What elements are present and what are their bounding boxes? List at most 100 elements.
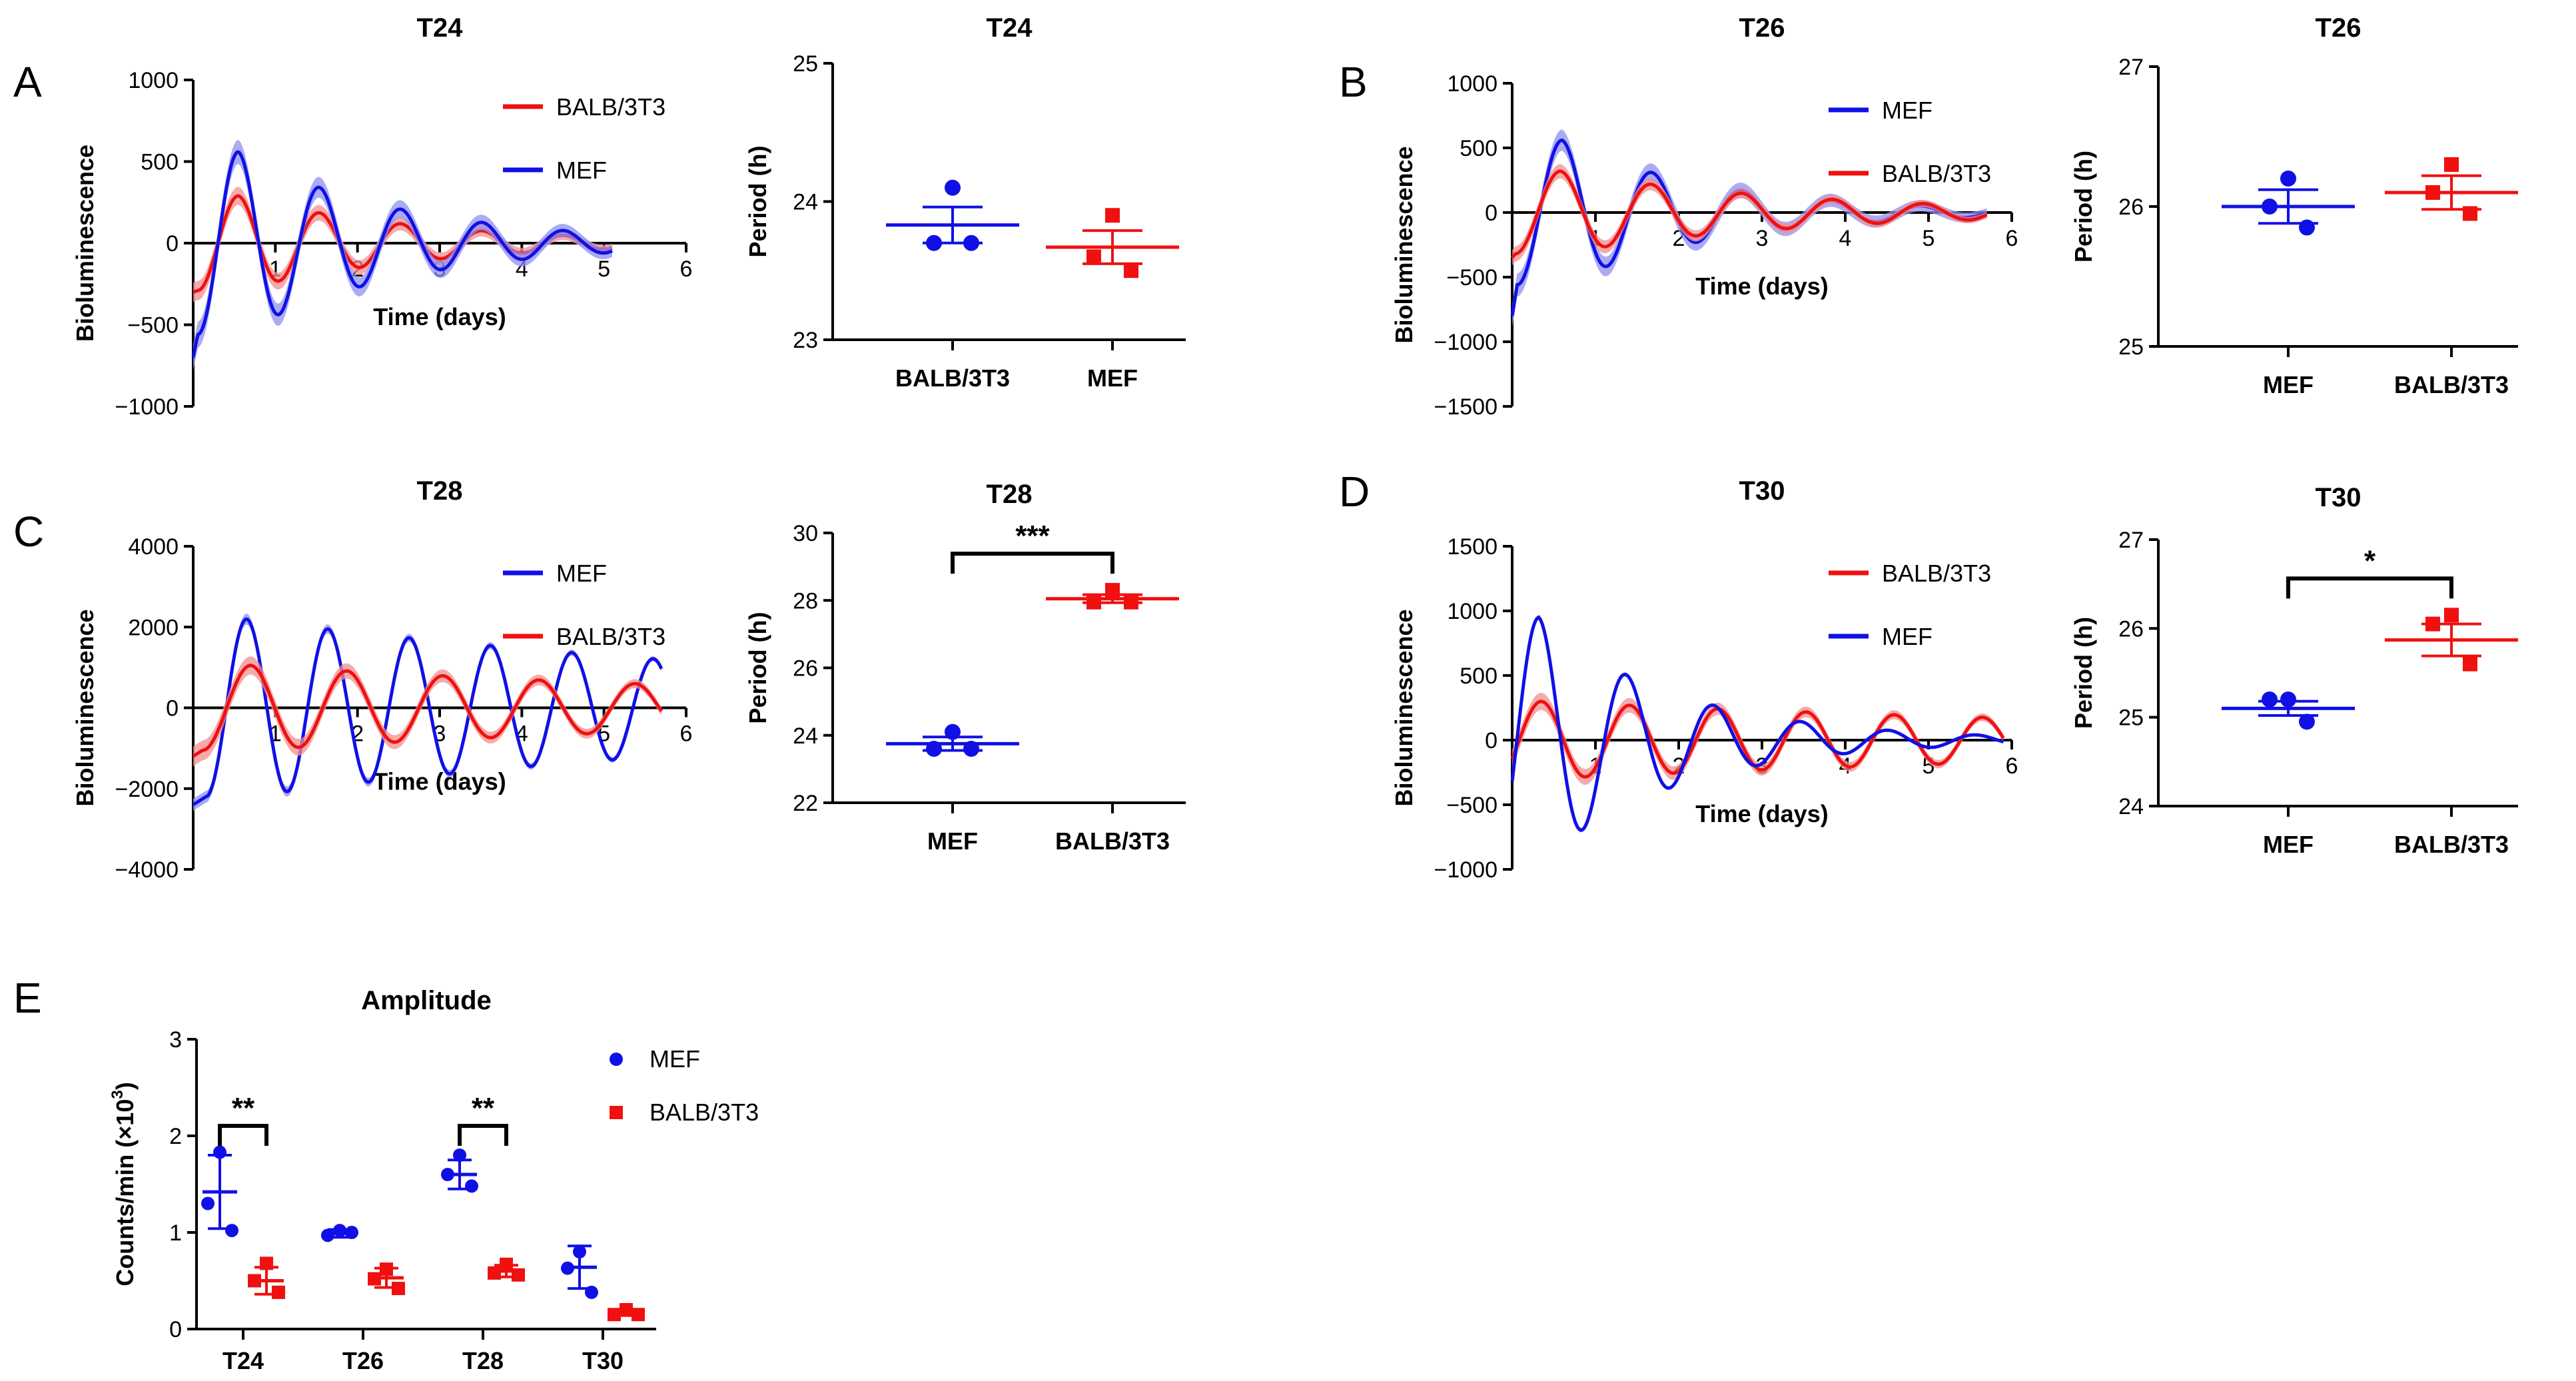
y-axis-title: Period (h) [744, 146, 771, 258]
chart-B-traces: T26−1500−1000−50005001000123456Time (day… [1390, 13, 2018, 420]
y-tick-label: 2000 [128, 615, 179, 640]
data-point [392, 1282, 405, 1296]
data-point [2463, 656, 2477, 672]
chart-A-traces: T24−1000−50005001000123456Time (days)Bio… [71, 13, 692, 420]
y-axis-title: Bioluminescence [1390, 146, 1418, 343]
y-tick-label: 26 [2118, 616, 2144, 642]
data-point [1124, 594, 1138, 610]
data-point [2299, 713, 2315, 730]
legend-label-0: BALB/3T3 [556, 93, 665, 121]
data-point [488, 1266, 501, 1280]
chart-title: T30 [1739, 476, 1785, 506]
x-tick-label: 6 [680, 721, 693, 747]
legend-label-1: BALB/3T3 [649, 1099, 759, 1126]
significance-bracket [458, 1124, 508, 1146]
y-tick-label: 23 [793, 328, 818, 353]
data-point [2444, 608, 2459, 623]
charts-layer: T24−1000−50005001000123456Time (days)Bio… [71, 13, 2518, 1374]
y-tick-label: 24 [2118, 794, 2144, 819]
data-point [2299, 219, 2315, 236]
y-axis-title: Bioluminescence [71, 609, 99, 806]
series-band-0 [1512, 129, 1987, 328]
x-axis-title: Time (days) [373, 303, 506, 330]
chart-title: T26 [1739, 13, 1785, 43]
x-tick-label: 5 [598, 256, 610, 282]
chart-A-period: T24 23 24 25 Period (h) BALB/3T3 MEF [744, 13, 1186, 392]
panel-label-a: A [13, 58, 42, 106]
data-point [260, 1256, 273, 1270]
chart-title: T30 [2316, 483, 2361, 512]
x-tick-label: BALB/3T3 [2394, 371, 2509, 398]
x-tick-label: T28 [462, 1347, 504, 1374]
y-tick-label: 25 [2118, 334, 2144, 360]
significance-bracket [218, 1124, 268, 1146]
y-tick-label: 30 [793, 521, 818, 546]
y-axis-title-end: ) [111, 1082, 139, 1090]
data-point [2262, 199, 2278, 215]
data-point [368, 1272, 381, 1286]
y-axis-title: Bioluminescence [1390, 609, 1418, 806]
chart-D-period: T30 24 25 26 27 Period (h) MEF BALB/3T3 * [2070, 483, 2518, 858]
data-point [585, 1285, 598, 1299]
significance-label: ** [232, 1092, 255, 1125]
y-tick-label: −1000 [115, 394, 179, 420]
y-axis-title-main: Counts/min (×10 [111, 1099, 139, 1286]
y-tick-label: −1500 [1434, 394, 1498, 420]
data-point [441, 1168, 454, 1181]
x-tick-label: T26 [342, 1347, 384, 1374]
data-point [225, 1224, 238, 1238]
chart-title: T28 [417, 476, 463, 506]
x-tick-label: 6 [2006, 226, 2018, 251]
x-tick-label: BALB/3T3 [1055, 827, 1170, 855]
y-tick-label: 3 [169, 1027, 182, 1053]
data-point [201, 1196, 215, 1210]
data-point [945, 179, 961, 196]
series-line-1 [191, 150, 614, 358]
series-band-1 [1512, 164, 1987, 266]
x-tick-label: 3 [1756, 226, 1769, 251]
chart-title: T24 [417, 13, 464, 43]
legend-label-0: MEF [1882, 97, 1932, 124]
data-point [2280, 691, 2296, 707]
x-tick-label: BALB/3T3 [2394, 831, 2509, 858]
y-tick-label: 4000 [128, 534, 179, 560]
y-axis-title: Period (h) [2070, 617, 2097, 729]
legend-label-1: MEF [556, 157, 607, 184]
y-tick-label: 22 [793, 791, 818, 816]
y-tick-label: −500 [127, 313, 179, 338]
data-point [465, 1179, 478, 1193]
data-point [2425, 185, 2440, 200]
y-tick-label: −4000 [115, 857, 179, 883]
y-tick-label: −1000 [1434, 857, 1498, 883]
data-point [632, 1308, 645, 1322]
data-point [213, 1145, 226, 1159]
x-tick-label: T30 [582, 1347, 624, 1374]
y-tick-label: −500 [1446, 793, 1498, 818]
chart-title: T24 [987, 13, 1033, 43]
y-tick-label: 1000 [1447, 71, 1498, 97]
x-tick-label: MEF [1087, 364, 1138, 392]
series-line-0 [1510, 699, 2005, 779]
legend-label-1: BALB/3T3 [1882, 160, 1991, 187]
data-point [2280, 171, 2296, 187]
chart-E-amplitude: Amplitude 0 1 2 3 T24 T26 T28 T30 Counts/min (×10… [109, 986, 759, 1374]
y-tick-label: 27 [2118, 55, 2144, 80]
data-point [1124, 263, 1138, 278]
data-point [1086, 249, 1101, 264]
legend-label-1: BALB/3T3 [556, 623, 665, 650]
x-tick-label: MEF [2263, 371, 2314, 398]
y-tick-label: 0 [169, 1317, 182, 1342]
data-point [2262, 691, 2278, 707]
series-line-1 [1511, 169, 1988, 259]
legend-label-0: MEF [649, 1045, 700, 1073]
legend-label-1: MEF [1882, 623, 1932, 650]
data-point [500, 1257, 513, 1271]
y-tick-label: 1000 [128, 68, 179, 93]
data-point [963, 741, 979, 757]
y-tick-label: 0 [1485, 728, 1498, 753]
y-tick-label: 1500 [1447, 534, 1498, 560]
y-axis-title: Bioluminescence [71, 145, 99, 342]
y-tick-label: −1000 [1434, 330, 1498, 355]
data-point [620, 1303, 633, 1316]
data-point [272, 1285, 285, 1299]
